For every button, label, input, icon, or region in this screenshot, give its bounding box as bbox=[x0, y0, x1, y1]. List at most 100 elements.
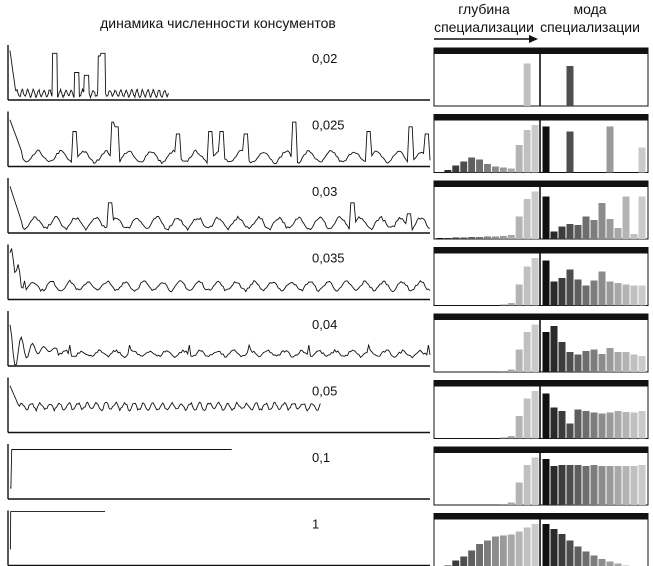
mode-bar bbox=[542, 126, 550, 173]
mode-bar bbox=[598, 413, 606, 439]
mode-bar bbox=[566, 269, 574, 306]
mode-bar bbox=[598, 271, 606, 306]
bar-panel bbox=[433, 47, 649, 107]
mode-bar bbox=[566, 423, 574, 439]
mode-bar bbox=[566, 352, 574, 372]
mode-bar bbox=[566, 540, 574, 566]
depth-bar bbox=[531, 524, 539, 566]
depth-bar bbox=[484, 540, 491, 566]
depth-bar bbox=[492, 166, 499, 173]
depth-bar bbox=[499, 504, 507, 505]
depth-bar bbox=[460, 237, 468, 239]
mode-bar bbox=[542, 332, 550, 372]
mode-bar bbox=[542, 524, 550, 566]
mode-bar bbox=[614, 352, 622, 372]
depth-title-line2: специализации bbox=[434, 19, 534, 35]
population-series bbox=[9, 50, 169, 100]
panel-row: 0,1 bbox=[7, 444, 649, 506]
depth-bar bbox=[523, 130, 531, 173]
depth-bar bbox=[523, 332, 531, 372]
depth-bar bbox=[484, 164, 491, 173]
mode-bar bbox=[566, 224, 574, 239]
mode-bar bbox=[638, 465, 646, 505]
mode-bar bbox=[550, 466, 558, 505]
depth-bar bbox=[523, 63, 531, 106]
mode-bar bbox=[598, 354, 606, 372]
depth-bar bbox=[468, 550, 476, 566]
depth-bar bbox=[523, 266, 531, 306]
depth-bar bbox=[523, 398, 531, 439]
mode-bar bbox=[582, 411, 590, 439]
panel-row: 0,02 bbox=[7, 45, 649, 107]
mode-bar bbox=[566, 131, 574, 173]
mode-bar bbox=[598, 559, 606, 566]
mode-bar bbox=[550, 529, 558, 566]
population-series bbox=[9, 511, 106, 550]
population-series bbox=[9, 119, 431, 165]
depth-bar bbox=[515, 349, 523, 372]
mode-bar bbox=[638, 147, 646, 173]
panel-top-band bbox=[434, 513, 648, 520]
mode-bar bbox=[622, 284, 630, 306]
mode-bar bbox=[574, 546, 582, 566]
mode-title-line2: специализации bbox=[540, 19, 640, 35]
mode-bar bbox=[582, 285, 590, 306]
panel-row: 0,035 bbox=[7, 244, 649, 306]
mode-bar bbox=[566, 66, 574, 106]
mode-bar bbox=[550, 407, 558, 439]
population-series bbox=[9, 248, 431, 293]
panel-top-band bbox=[434, 247, 648, 254]
mode-bar bbox=[630, 466, 638, 505]
depth-bar bbox=[507, 436, 515, 439]
panel-top-band bbox=[434, 181, 648, 187]
depth-bar bbox=[531, 391, 539, 439]
mode-bar bbox=[598, 466, 606, 505]
mode-bar bbox=[558, 534, 566, 566]
mode-bar bbox=[606, 466, 614, 505]
depth-bar bbox=[460, 556, 468, 566]
depth-bar bbox=[507, 235, 515, 239]
depth-arrow bbox=[434, 35, 538, 43]
depth-bar bbox=[452, 165, 460, 173]
mode-bar bbox=[550, 231, 558, 239]
panel-top-band bbox=[434, 48, 648, 54]
depth-bar bbox=[531, 258, 539, 306]
mode-bar bbox=[558, 226, 566, 239]
mode-bar bbox=[606, 561, 614, 566]
depth-bar bbox=[476, 237, 483, 239]
parameter-label: 0,05 bbox=[312, 384, 337, 399]
mode-bar bbox=[590, 465, 598, 505]
mode-bar bbox=[590, 280, 598, 306]
depth-bar bbox=[499, 304, 507, 306]
depth-bar bbox=[515, 216, 523, 239]
dynamics-title: динамика численности консументов bbox=[100, 15, 336, 31]
depth-bar bbox=[531, 324, 539, 372]
mode-title-line1: мода bbox=[573, 1, 606, 17]
depth-bar bbox=[468, 157, 476, 173]
depth-bar bbox=[484, 236, 491, 239]
depth-bar bbox=[531, 125, 539, 173]
depth-bar bbox=[523, 199, 531, 239]
mode-bar bbox=[622, 352, 630, 372]
population-series bbox=[9, 385, 321, 413]
depth-bar bbox=[476, 544, 483, 566]
depth-bar bbox=[499, 236, 507, 239]
parameter-label: 0,035 bbox=[312, 251, 345, 266]
depth-bar bbox=[531, 457, 539, 505]
mode-bar bbox=[558, 465, 566, 505]
panel-row: 0,04 bbox=[7, 311, 649, 373]
parameter-label: 0,04 bbox=[312, 317, 337, 332]
depth-bar bbox=[523, 527, 531, 566]
mode-bar bbox=[606, 219, 614, 239]
panel-row: 1 bbox=[7, 510, 649, 566]
mode-bar bbox=[582, 216, 590, 239]
mode-bar bbox=[542, 459, 550, 505]
depth-bar bbox=[531, 191, 539, 239]
depth-bar bbox=[452, 237, 460, 239]
depth-bar bbox=[499, 535, 507, 566]
mode-bar bbox=[614, 283, 622, 306]
panel-top-band bbox=[434, 114, 648, 121]
depth-bar bbox=[515, 416, 523, 439]
panels: 0,02 0,025 0,03 0,035 0,04 0,05 0,1 1 bbox=[7, 45, 649, 566]
